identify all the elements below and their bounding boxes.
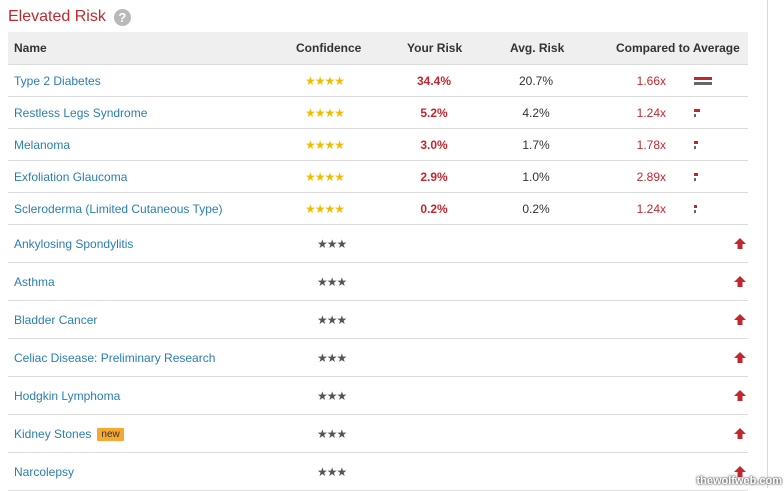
red-up-arrow-icon (734, 238, 746, 252)
compared-value: 1.24x (636, 106, 666, 120)
compared-value: 1.66x (636, 74, 666, 88)
your-risk-value: 3.0% (420, 138, 448, 152)
comparison-bar-icon (694, 76, 714, 90)
confidence-stars: ★★★ (317, 237, 347, 251)
red-up-arrow-icon (734, 314, 746, 328)
condition-link[interactable]: Melanoma (14, 138, 71, 152)
condition-link[interactable]: Exfoliation Glaucoma (14, 170, 128, 184)
confidence-stars: ★★★ (317, 465, 347, 479)
confidence-stars: ★★★ (317, 275, 347, 289)
compared-value: 1.78x (636, 138, 666, 152)
table-row[interactable]: Asthma ★★★ (8, 263, 748, 301)
table-row[interactable]: Bladder Cancer ★★★ (8, 301, 748, 339)
table-row[interactable]: Exfoliation Glaucoma ★★★★ 2.9% 1.0% 2.89x (8, 161, 748, 193)
confidence-stars: ★★★ (317, 427, 347, 441)
condition-link[interactable]: Ankylosing Spondylitis (14, 237, 133, 251)
condition-name[interactable]: Hodgkin Lymphoma (14, 389, 121, 403)
condition-link[interactable]: Narcolepsy (14, 465, 74, 479)
confidence-stars: ★★★★ (305, 170, 345, 184)
condition-link[interactable]: Kidney Stones new (14, 427, 124, 441)
table-header: Name Confidence Your Risk Avg. Risk Comp… (8, 32, 748, 65)
table-row[interactable]: Restless Legs Syndrome ★★★★ 5.2% 4.2% 1.24x (8, 97, 748, 129)
table-row[interactable]: Type 2 Diabetes ★★★★ 34.4% 20.7% 1.66x (8, 65, 748, 97)
table-row[interactable]: Ankylosing Spondylitis ★★★ (8, 225, 748, 263)
table-row[interactable]: Hodgkin Lymphoma ★★★ (8, 377, 748, 415)
table-row[interactable]: Celiac Disease: Preliminary Research ★★★ (8, 339, 748, 377)
condition-link[interactable]: Hodgkin Lymphoma (14, 389, 120, 403)
confidence-stars: ★★★ (317, 351, 347, 365)
panel-border (767, 0, 768, 488)
your-risk-value: 5.2% (420, 106, 448, 120)
condition-name[interactable]: Ankylosing Spondylitis (14, 237, 134, 251)
red-up-arrow-icon (734, 428, 746, 442)
your-risk-value: 2.9% (420, 170, 448, 184)
comparison-bar-icon (694, 204, 714, 218)
red-up-arrow-icon (734, 466, 746, 480)
confidence-stars: ★★★★ (305, 202, 345, 216)
table-row[interactable]: Kidney Stones new ★★★ (8, 415, 748, 453)
condition-name[interactable]: Celiac Disease: Preliminary Research (14, 351, 216, 365)
col-avg-risk[interactable]: Avg. Risk (510, 41, 565, 55)
col-confidence[interactable]: Confidence (296, 41, 362, 55)
confidence-stars: ★★★★ (305, 74, 345, 88)
confidence-stars: ★★★ (317, 389, 347, 403)
condition-link[interactable]: Scleroderma (Limited Cutaneous Type) (14, 202, 223, 216)
condition-link[interactable]: Restless Legs Syndrome (14, 106, 148, 120)
condition-name[interactable]: Narcolepsy (14, 465, 75, 479)
comparison-bar-icon (694, 172, 714, 186)
red-up-arrow-icon (734, 352, 746, 366)
avg-risk-value: 1.0% (522, 170, 550, 184)
compared-value: 1.24x (636, 202, 666, 216)
help-icon[interactable]: ? (113, 8, 131, 26)
col-your-risk[interactable]: Your Risk (407, 41, 463, 55)
watermark: thewolfweb.com (696, 475, 782, 487)
table-row[interactable]: Narcolepsy ★★★ (8, 453, 748, 491)
col-name[interactable]: Name (14, 41, 47, 55)
confidence-stars: ★★★★ (305, 138, 345, 152)
avg-risk-value: 20.7% (518, 74, 554, 88)
condition-name[interactable]: Bladder Cancer (14, 313, 98, 327)
table-row[interactable]: Melanoma ★★★★ 3.0% 1.7% 1.78x (8, 129, 748, 161)
avg-risk-value: 1.7% (522, 138, 550, 152)
table-row[interactable]: Scleroderma (Limited Cutaneous Type) ★★★★… (8, 193, 748, 225)
your-risk-value: 34.4% (416, 74, 452, 88)
comparison-bar-icon (694, 108, 714, 122)
condition-link[interactable]: Type 2 Diabetes (14, 74, 101, 88)
section-header: Elevated Risk ? (8, 6, 131, 28)
condition-link[interactable]: Bladder Cancer (14, 313, 97, 327)
condition-link[interactable]: Celiac Disease: Preliminary Research (14, 351, 215, 365)
red-up-arrow-icon (734, 390, 746, 404)
compared-value: 2.89x (636, 170, 666, 184)
condition-name[interactable]: Kidney Stones (14, 427, 92, 441)
col-compared[interactable]: Compared to Average (616, 41, 740, 55)
red-up-arrow-icon (734, 276, 746, 290)
confidence-stars: ★★★ (317, 313, 347, 327)
your-risk-value: 0.2% (420, 202, 448, 216)
condition-name[interactable]: Asthma (14, 275, 55, 289)
avg-risk-value: 4.2% (522, 106, 550, 120)
new-badge: new (97, 428, 124, 441)
section-title: Elevated Risk (8, 8, 106, 25)
confidence-stars: ★★★★ (305, 106, 345, 120)
avg-risk-value: 0.2% (522, 202, 550, 216)
comparison-bar-icon (694, 140, 714, 154)
condition-link[interactable]: Asthma (14, 275, 55, 289)
